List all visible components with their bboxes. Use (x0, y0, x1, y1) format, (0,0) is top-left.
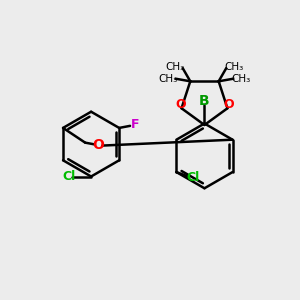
Text: CH₃: CH₃ (165, 62, 184, 72)
Text: O: O (223, 98, 234, 111)
Text: B: B (199, 94, 210, 108)
Text: F: F (131, 118, 140, 131)
Text: Cl: Cl (62, 170, 76, 183)
Text: CH₃: CH₃ (158, 74, 177, 84)
Text: Cl: Cl (186, 172, 199, 184)
Text: CH₃: CH₃ (232, 74, 251, 84)
Text: O: O (92, 138, 104, 152)
Text: O: O (175, 98, 186, 111)
Text: CH₃: CH₃ (225, 62, 244, 72)
